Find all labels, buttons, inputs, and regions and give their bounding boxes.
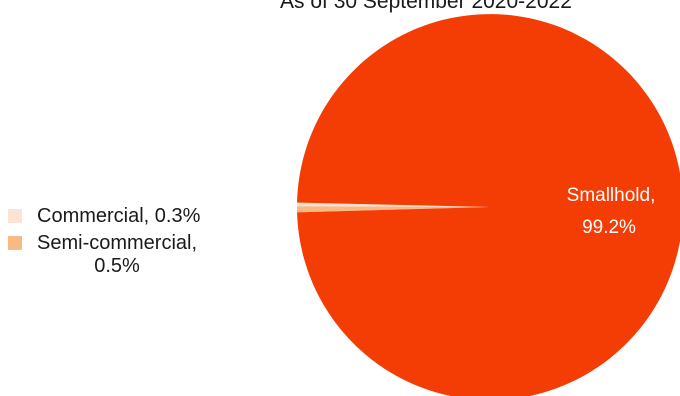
legend-item-semi-commercial: Semi-commercial, 0.5% — [8, 232, 270, 278]
slice-label-smallhold-value: 99.2% — [582, 217, 636, 238]
slice-label-smallhold: Smallhold, — [567, 185, 656, 206]
chart-title: As of 30 September 2020-2022 — [280, 0, 572, 13]
legend-swatch-commercial — [8, 209, 22, 223]
chart-legend: Commercial, 0.3% Semi-commercial, 0.5% — [8, 205, 270, 282]
legend-label-semi-commercial: Semi-commercial, 0.5% — [37, 232, 197, 278]
pie-slice-commercial — [297, 202, 490, 207]
pie-slice-semi-commercial — [296, 206, 490, 213]
legend-label-semi-commercial-name: Semi-commercial, — [37, 232, 198, 254]
legend-swatch-semi-commercial — [8, 236, 22, 250]
legend-item-commercial: Commercial, 0.3% — [8, 205, 270, 228]
pie-slices — [296, 14, 680, 396]
legend-label-semi-commercial-value: 0.5% — [94, 255, 140, 277]
legend-label-commercial: Commercial, 0.3% — [37, 205, 201, 227]
pie-slice-smallhold — [297, 14, 680, 396]
